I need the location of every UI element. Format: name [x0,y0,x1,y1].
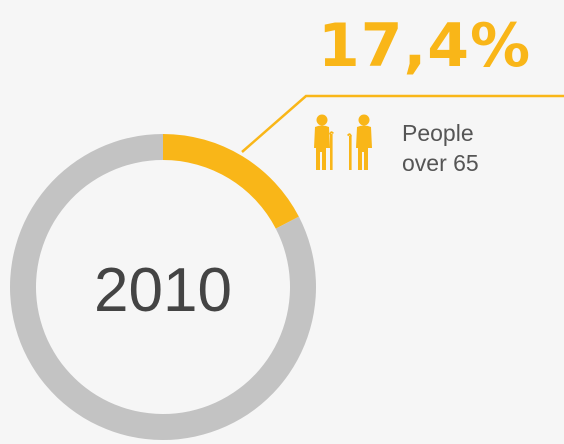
callout-leader-line [241,94,564,153]
donut-slice-highlight [163,134,299,229]
slice-category-line-2: over 65 [402,150,479,176]
donut-center-year: 2010 [94,256,232,325]
slice-category-label: People over 65 [402,118,552,178]
slice-value-label: 17,4% [318,11,532,81]
elderly-couple-icon [314,114,372,170]
slice-category-line-1: People [402,120,474,146]
